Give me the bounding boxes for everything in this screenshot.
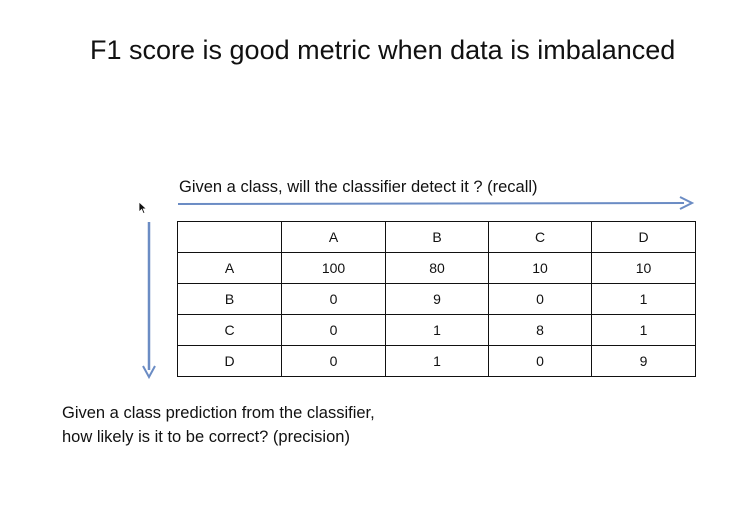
- row-header: A: [177, 252, 282, 284]
- confusion-matrix: A B C D A 100 80 10 10 B 0 9 0 1 C 0 1 8…: [177, 221, 696, 377]
- column-header: A: [281, 221, 386, 253]
- row-header: B: [177, 283, 282, 315]
- matrix-row: A 100 80 10 10: [177, 252, 696, 284]
- matrix-cell: 0: [488, 283, 592, 315]
- matrix-cell: 80: [385, 252, 489, 284]
- matrix-row: C 0 1 8 1: [177, 314, 696, 346]
- precision-label-line2: how likely is it to be correct? (precisi…: [62, 428, 350, 446]
- matrix-cell: 1: [591, 283, 696, 315]
- recall-arrow: [177, 196, 695, 210]
- column-header: B: [385, 221, 489, 253]
- matrix-cell: 0: [281, 314, 386, 346]
- column-header: D: [591, 221, 696, 253]
- precision-label: Given a class prediction from the classi…: [62, 401, 375, 449]
- matrix-header-row: A B C D: [177, 221, 696, 253]
- matrix-cell: 10: [591, 252, 696, 284]
- matrix-cell: 100: [281, 252, 386, 284]
- matrix-cell: 9: [591, 345, 696, 377]
- matrix-cell: 1: [385, 314, 489, 346]
- matrix-row: B 0 9 0 1: [177, 283, 696, 315]
- matrix-corner-cell: [177, 221, 282, 253]
- slide-title: F1 score is good metric when data is imb…: [90, 35, 676, 65]
- row-header: C: [177, 314, 282, 346]
- matrix-cell: 1: [591, 314, 696, 346]
- matrix-cell: 9: [385, 283, 489, 315]
- matrix-cell: 0: [488, 345, 592, 377]
- matrix-cell: 10: [488, 252, 592, 284]
- precision-arrow: [142, 222, 156, 380]
- matrix-cell: 8: [488, 314, 592, 346]
- precision-label-line1: Given a class prediction from the classi…: [62, 404, 375, 422]
- recall-label: Given a class, will the classifier detec…: [179, 178, 538, 196]
- column-header: C: [488, 221, 592, 253]
- row-header: D: [177, 345, 282, 377]
- mouse-cursor-icon: [138, 201, 148, 215]
- matrix-row: D 0 1 0 9: [177, 345, 696, 377]
- matrix-cell: 0: [281, 345, 386, 377]
- matrix-cell: 0: [281, 283, 386, 315]
- matrix-cell: 1: [385, 345, 489, 377]
